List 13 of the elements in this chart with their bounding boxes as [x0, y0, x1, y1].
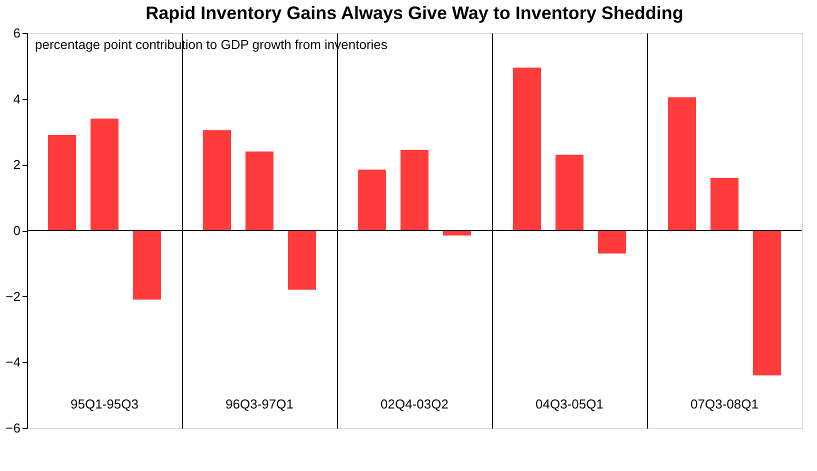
x-tick-label: 95Q1-95Q3 [70, 396, 138, 412]
y-tick-label: −4 [6, 354, 20, 370]
chart-title: Rapid Inventory Gains Always Give Way to Inventory Shedding [146, 3, 684, 23]
y-tick-label: 2 [13, 157, 20, 172]
x-tick-label: 96Q3-97Q1 [226, 396, 294, 412]
y-tick-label: 4 [13, 91, 20, 106]
y-tick-label: 0 [13, 223, 20, 238]
x-tick-label: 04Q3-05Q1 [536, 396, 604, 412]
x-tick-label: 07Q3-08Q1 [690, 396, 758, 412]
y-tick-label: −2 [6, 288, 20, 304]
y-tick-label: 6 [13, 26, 20, 40]
y-tick-label: −6 [6, 420, 20, 436]
x-tick-label: 02Q4-03Q2 [380, 396, 448, 412]
